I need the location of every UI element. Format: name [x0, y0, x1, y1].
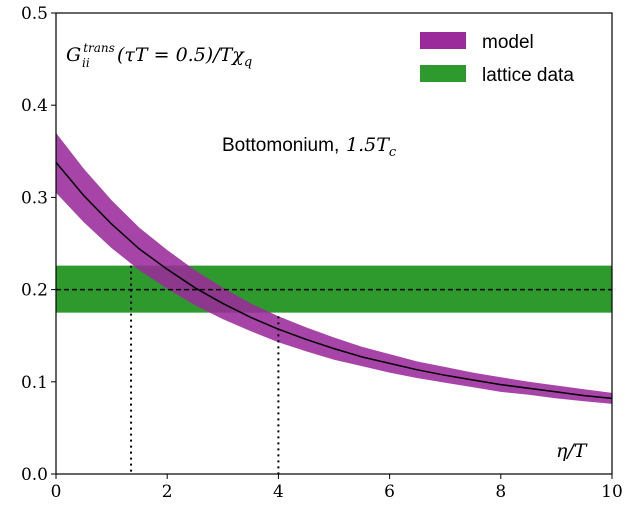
chart-annotation-text: Bottomonium,	[222, 135, 339, 156]
y-tick-label-0: 0.0	[21, 465, 48, 485]
chart-bands	[56, 132, 612, 404]
x-tick-label-4: 8	[495, 482, 506, 502]
legend-label-lattice: lattice data	[482, 65, 574, 86]
x-tick-label-2: 4	[273, 482, 284, 502]
plot-border	[55, 12, 613, 475]
model-center-line	[55, 161, 613, 400]
x-tick-label-1: 2	[162, 482, 173, 502]
legend-swatch-model	[420, 32, 466, 49]
y-tick-label-1: 0.1	[21, 373, 48, 393]
y-tick-label-4: 0.4	[21, 96, 48, 116]
x-tick-label-3: 6	[384, 482, 395, 502]
chart-lines	[55, 161, 613, 474]
plot-frame	[55, 12, 613, 475]
legend: model lattice data	[420, 32, 574, 86]
y-tick-label-2: 0.2	[21, 281, 48, 301]
x-axis-label: η/T	[556, 440, 588, 462]
x-axis: 0 2 4 6 8 10	[51, 474, 623, 502]
x-tick-label-5: 10	[601, 482, 623, 502]
legend-label-model: model	[482, 32, 534, 53]
y-tick-label-3: 0.3	[21, 188, 48, 208]
y-axis: 0.0 0.1 0.2 0.3 0.4 0.5	[21, 4, 56, 485]
chart-annotation-math: 1.5Tc	[346, 134, 397, 160]
x-tick-label-0: 0	[51, 482, 62, 502]
y-tick-label-5: 0.5	[21, 4, 48, 24]
legend-swatch-lattice	[420, 65, 466, 82]
